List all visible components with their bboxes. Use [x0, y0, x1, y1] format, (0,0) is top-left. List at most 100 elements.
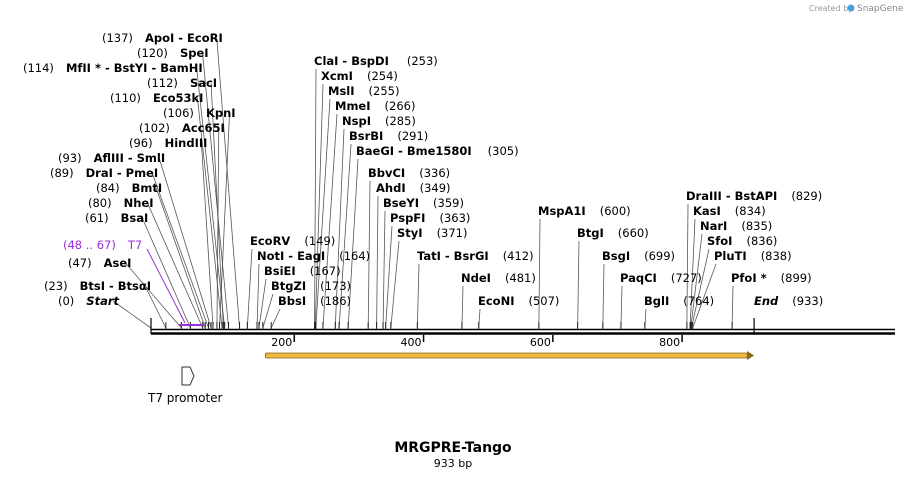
snapgene-logo: SnapGene — [857, 4, 904, 14]
svg-text:EcoNI(507): EcoNI (507) — [478, 294, 559, 308]
site-label-tati-bsrgi[interactable]: TatI - BsrGI (412) — [417, 249, 534, 263]
leader-line — [216, 127, 220, 329]
site-label-bbvci[interactable]: BbvCI (336) — [368, 166, 450, 180]
site-label-spei[interactable]: (120) SpeI — [137, 46, 209, 60]
svg-text:(137)ApoI - EcoRI: (137) ApoI - EcoRI — [102, 31, 223, 45]
svg-text:(93)AflIII - SmlI: (93) AflIII - SmlI — [58, 151, 165, 165]
svg-text:ClaI - BspDI(253): ClaI - BspDI (253) — [314, 54, 438, 68]
site-label-eco53ki[interactable]: (110) Eco53kI — [110, 91, 203, 105]
leader-line — [689, 218, 696, 329]
leader-line — [338, 143, 352, 329]
site-label-paqci[interactable]: PaqCI (727) — [620, 271, 702, 285]
site-label-bsrbi[interactable]: BsrBI (291) — [349, 129, 428, 143]
svg-text:BseYI(359): BseYI (359) — [383, 196, 464, 210]
svg-text:MslI(255): MslI (255) — [328, 84, 399, 98]
site-label-draiii-bstapi[interactable]: DraIII - BstAPI (829) — [686, 189, 822, 203]
svg-text:TatI - BsrGI(412): TatI - BsrGI (412) — [417, 249, 534, 263]
leader-line — [538, 218, 541, 329]
site-label-nspi[interactable]: NspI (285) — [342, 114, 416, 128]
site-label-t7[interactable]: (48 .. 67) T7 — [63, 238, 142, 252]
svg-text:SfoI(836): SfoI (836) — [707, 234, 777, 248]
svg-text:End(933): End (933) — [754, 294, 823, 308]
svg-text:NdeI(481): NdeI (481) — [461, 271, 536, 285]
site-label-bsgi[interactable]: BsgI (699) — [602, 249, 675, 263]
snapgene-logo-icon — [847, 4, 855, 12]
site-label-bbsi[interactable]: BbsI (186) — [278, 294, 351, 308]
site-label-bseyi[interactable]: BseYI (359) — [383, 196, 464, 210]
site-label-kasi[interactable]: KasI (834) — [693, 204, 766, 218]
leader-line — [602, 263, 605, 329]
svg-text:XcmI(254): XcmI (254) — [321, 69, 398, 83]
leader-line — [158, 157, 212, 329]
site-label-btgi[interactable]: BtgI (660) — [577, 226, 649, 240]
orf-feature-arrow[interactable] — [265, 351, 755, 360]
site-label-saci[interactable]: (112) SacI — [147, 76, 217, 90]
site-label-ndei[interactable]: NdeI (481) — [461, 271, 536, 285]
svg-text:PaqCI(727): PaqCI (727) — [620, 271, 702, 285]
site-label-hindiii[interactable]: (96) HindIII — [129, 136, 207, 150]
site-label-bsai[interactable]: (61) BsaI — [85, 211, 148, 225]
leader-line — [577, 240, 580, 329]
plasmid-name: MRGPRE-Tango — [394, 440, 512, 456]
leader-line — [334, 128, 345, 329]
svg-text:BtgZI(173): BtgZI (173) — [271, 279, 351, 293]
scale-label-200: 200 — [271, 336, 292, 349]
svg-text:EcoRV(149): EcoRV (149) — [250, 234, 335, 248]
site-label-mmei[interactable]: MmeI (266) — [335, 99, 415, 113]
site-label-bgli[interactable]: BglI (764) — [644, 294, 714, 308]
svg-text:PfoI *(899): PfoI * (899) — [731, 271, 812, 285]
site-label-xcmi[interactable]: XcmI (254) — [321, 69, 398, 83]
site-label-sfoi[interactable]: SfoI (836) — [707, 234, 777, 248]
site-label-bmti[interactable]: (84) BmtI — [96, 181, 162, 195]
site-label-acc65i[interactable]: (102) Acc65I — [139, 121, 225, 135]
svg-text:(80)NheI: (80) NheI — [88, 196, 154, 210]
svg-text:BsrBI(291): BsrBI (291) — [349, 129, 428, 143]
svg-text:(84)BmtI: (84) BmtI — [96, 181, 162, 195]
site-label-btgzi[interactable]: BtgZI (173) — [271, 279, 351, 293]
site-label-pspfi[interactable]: PspFI (363) — [390, 211, 470, 225]
site-label-pfoi[interactable]: PfoI * (899) — [731, 271, 812, 285]
svg-text:(102)Acc65I: (102) Acc65I — [139, 121, 225, 135]
site-label-end[interactable]: End (933) — [754, 294, 823, 308]
site-label-econi[interactable]: EcoNI (507) — [478, 294, 559, 308]
leader-line — [315, 98, 331, 329]
site-label-start[interactable]: (0) Start — [58, 294, 120, 308]
site-label-styi[interactable]: StyI (371) — [397, 226, 468, 240]
leader-line — [151, 172, 209, 329]
site-label-clai-bspdi[interactable]: ClaI - BspDI (253) — [314, 54, 438, 68]
site-label-pluti[interactable]: PluTI (838) — [714, 249, 792, 263]
leader-line — [385, 225, 393, 329]
leader-line — [731, 285, 734, 329]
svg-text:(0)Start: (0) Start — [58, 294, 120, 308]
svg-text:BtgI(660): BtgI (660) — [577, 226, 649, 240]
site-label-afliii-smli[interactable]: (93) AflIII - SmlI — [58, 151, 165, 165]
leader-line — [686, 203, 689, 329]
site-label-noti-eagi[interactable]: NotI - EagI (164) — [257, 249, 370, 263]
site-label-mfii-bstyi-bamhi[interactable]: (114) MfII * - BstYI - BamHI — [23, 61, 203, 75]
scale-label-400: 400 — [401, 336, 422, 349]
leader-line — [690, 248, 710, 329]
site-label-btsi-bts-i[interactable]: (23) BtsI - BtsαI — [44, 279, 151, 293]
svg-text:(106)KpnI: (106) KpnI — [163, 106, 236, 120]
t7-promoter-feature[interactable]: T7 promoter — [147, 366, 223, 405]
site-label-asei[interactable]: (47) AseI — [68, 256, 131, 270]
leader-line — [390, 240, 400, 329]
site-label-mspa1i[interactable]: MspA1I (600) — [538, 204, 631, 218]
leader-line — [112, 300, 152, 329]
site-label-baegi-bme1580i[interactable]: BaeGI - Bme1580I (305) — [356, 144, 519, 158]
svg-text:KasI(834): KasI (834) — [693, 204, 766, 218]
site-label-apoi-ecori[interactable]: (137) ApoI - EcoRI — [102, 31, 223, 45]
plasmid-length: 933 bp — [434, 457, 472, 470]
site-label-drai-pmei[interactable]: (89) DraI - PmeI — [50, 166, 158, 180]
site-label-ahdi[interactable]: AhdI (349) — [376, 181, 451, 195]
site-label-bsiei[interactable]: BsiEI (167) — [264, 264, 341, 278]
leader-line — [416, 263, 420, 329]
svg-text:BsiEI(167): BsiEI (167) — [264, 264, 341, 278]
site-label-nari[interactable]: NarI (835) — [700, 219, 772, 233]
leader-line — [147, 202, 204, 329]
site-label-msli[interactable]: MslI (255) — [328, 84, 399, 98]
site-label-kpni[interactable]: (106) KpnI — [163, 106, 236, 120]
site-label-ecorv[interactable]: EcoRV (149) — [250, 234, 335, 248]
site-label-nhei[interactable]: (80) NheI — [88, 196, 154, 210]
